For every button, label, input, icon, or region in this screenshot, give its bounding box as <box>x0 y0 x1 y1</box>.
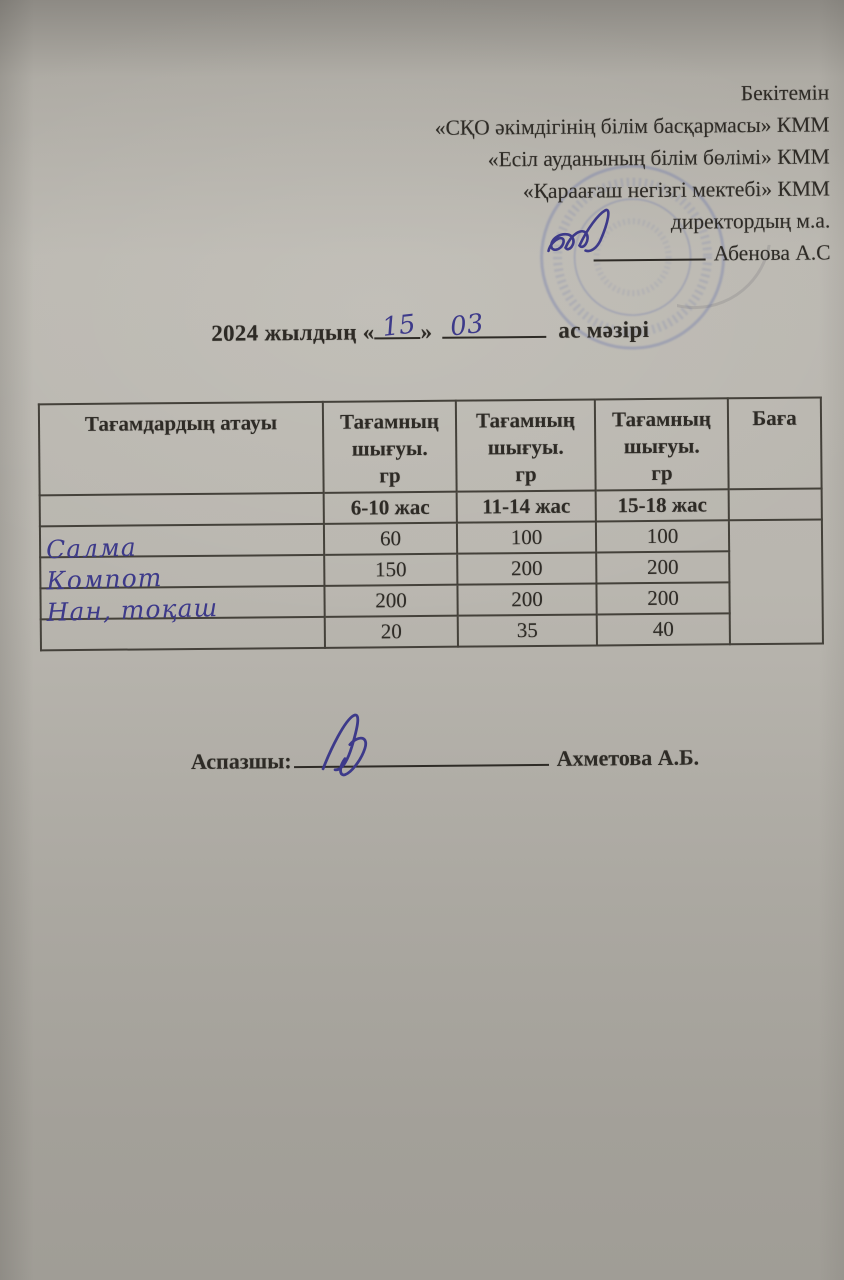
title-part3: ас мәзірі <box>558 316 650 343</box>
official-stamp-icon <box>540 164 726 350</box>
age-group-1: 6-10 жас <box>323 491 457 524</box>
paper-shadow-arc <box>676 244 772 310</box>
age-group-2: 11-14 жас <box>456 490 596 523</box>
approval-line: «СҚО әкімдігінің білім басқармасы» КММ <box>434 112 830 140</box>
dish-name-cell: Нан, тоқаш <box>40 585 325 627</box>
approval-line: Бекітемін <box>740 80 830 106</box>
output-cell: 200 <box>324 584 458 617</box>
age-blank-cell <box>728 488 822 521</box>
dish-name-cell: Салма <box>39 523 325 564</box>
director-name: Абенова А.С <box>713 240 831 266</box>
title-part2: » <box>420 318 433 344</box>
menu-table: Тағамдардың атауы Тағамның шығуы. гр Тағ… <box>38 396 824 651</box>
table-header-row: Тағамдардың атауы Тағамның шығуы. гр Тағ… <box>38 397 822 496</box>
cook-signature-icon <box>321 713 368 777</box>
output-cell: 150 <box>324 553 458 586</box>
col-header-output-1: Тағамның шығуы. гр <box>322 400 457 493</box>
cook-name: Ахметова А.Б. <box>556 744 700 771</box>
age-blank-cell <box>39 492 324 527</box>
dish-name-cell: Компот <box>40 554 325 595</box>
handwritten-month: 03 <box>448 308 486 343</box>
output-cell: 20 <box>324 615 458 648</box>
month-blank: 03 <box>442 309 547 342</box>
table-row: 20 35 40 <box>40 612 823 651</box>
output-cell: 60 <box>323 522 458 555</box>
approval-line: «Қараағаш негізгі мектебі» КММ <box>522 176 831 204</box>
output-cell: 200 <box>457 552 597 585</box>
col-header-dish-name: Тағамдардың атауы <box>38 401 324 496</box>
col-header-output-2: Тағамның шығуы. гр <box>455 399 596 492</box>
day-blank: 15 <box>374 309 421 343</box>
dish-name-cell <box>40 616 325 651</box>
output-cell: 200 <box>596 582 730 615</box>
director-signature-icon <box>547 208 610 253</box>
output-cell: 100 <box>595 520 730 553</box>
col-header-price: Баға <box>727 397 822 490</box>
price-cell <box>728 519 823 645</box>
col-header-output-3: Тағамның шығуы. гр <box>594 398 729 491</box>
output-cell: 100 <box>456 521 597 554</box>
output-cell: 200 <box>596 551 730 584</box>
handwritten-day: 15 <box>380 309 418 343</box>
approval-line: «Есіл ауданының білім бөлімі» КММ <box>487 144 830 172</box>
cook-label: Аспазшы: <box>190 748 292 775</box>
output-cell: 35 <box>457 614 597 647</box>
output-cell: 40 <box>596 613 730 646</box>
cook-signature-block: Аспазшы: Ахметова А.Б. <box>191 745 699 775</box>
title-part1: 2024 жылдың « <box>211 319 375 346</box>
output-cell: 200 <box>457 583 597 616</box>
age-group-3: 15-18 жас <box>595 489 729 522</box>
